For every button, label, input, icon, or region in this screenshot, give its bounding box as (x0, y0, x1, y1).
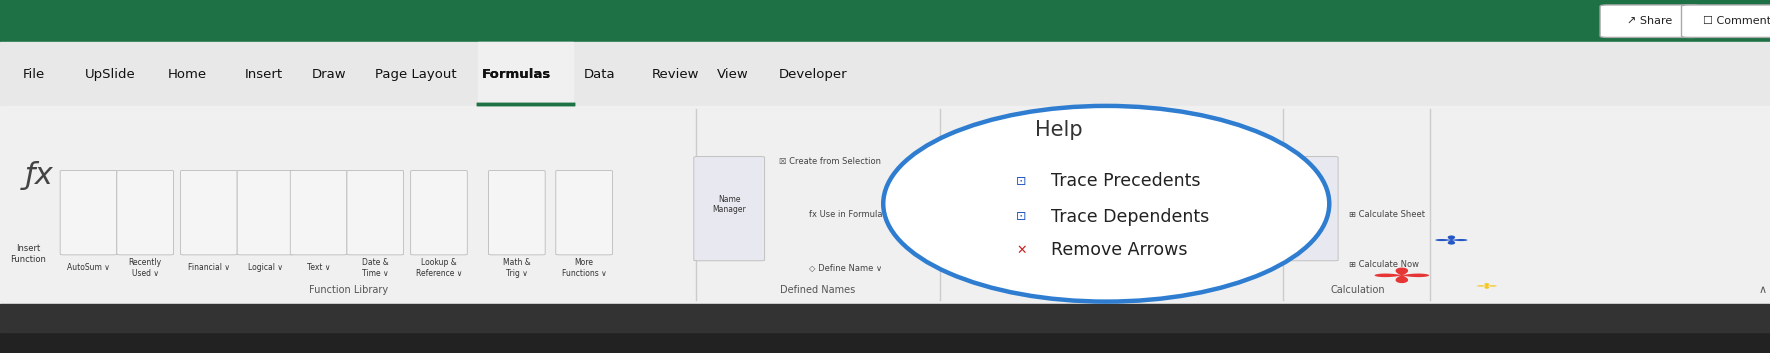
Text: Page Layout: Page Layout (375, 68, 457, 80)
Text: ⊞ Calculate Sheet: ⊞ Calculate Sheet (1349, 210, 1425, 219)
Text: More
Functions ∨: More Functions ∨ (561, 258, 607, 278)
Text: Defined Names: Defined Names (781, 285, 855, 295)
Bar (478, 42, 573, 106)
Bar (0, 0, 1770, 42)
FancyBboxPatch shape (290, 170, 347, 255)
Text: File: File (23, 68, 46, 80)
Text: Evaluate
Formula: Evaluate Formula (947, 140, 982, 159)
Text: ☐ Comments: ☐ Comments (1703, 16, 1770, 26)
Text: Remove Arrows: Remove Arrows (1051, 241, 1188, 259)
Text: Watch
Window: Watch Window (1166, 195, 1198, 214)
Text: Formulas: Formulas (481, 68, 550, 80)
FancyBboxPatch shape (1600, 5, 1699, 37)
Text: –: – (1689, 15, 1696, 28)
Text: Home: Home (168, 68, 207, 80)
Text: View: View (717, 68, 749, 80)
Text: ↗ Share: ↗ Share (1627, 16, 1673, 26)
Text: Review: Review (651, 68, 699, 80)
FancyBboxPatch shape (1682, 5, 1770, 37)
Text: ◇ Define Name ∨: ◇ Define Name ∨ (809, 263, 881, 273)
Text: Date &
Time ∨: Date & Time ∨ (361, 258, 389, 278)
Polygon shape (1476, 283, 1497, 289)
Text: Calculation
Options ∨: Calculation Options ∨ (1281, 205, 1324, 224)
Text: Trace Precedents: Trace Precedents (1051, 172, 1200, 190)
Text: ☒ Create from Selection: ☒ Create from Selection (779, 157, 881, 166)
Text: Help: Help (1035, 120, 1083, 140)
Text: Formulas: Formulas (481, 68, 550, 80)
FancyBboxPatch shape (556, 170, 612, 255)
FancyBboxPatch shape (694, 157, 765, 261)
Text: fx Use in Formula ∨: fx Use in Formula ∨ (809, 210, 890, 219)
Bar (0, 42, 1770, 106)
FancyBboxPatch shape (1147, 157, 1218, 261)
Text: ∧: ∧ (1758, 285, 1766, 295)
FancyBboxPatch shape (347, 170, 404, 255)
Text: Recently
Used ∨: Recently Used ∨ (129, 258, 161, 278)
Text: Trace Dependents: Trace Dependents (1051, 208, 1209, 226)
FancyBboxPatch shape (181, 170, 237, 255)
Text: ⊡: ⊡ (1016, 174, 1027, 187)
Text: ⊞ Calculate Now: ⊞ Calculate Now (1349, 259, 1420, 269)
Text: Insert: Insert (244, 68, 283, 80)
Ellipse shape (883, 106, 1329, 301)
Text: Financial ∨: Financial ∨ (188, 263, 230, 273)
Text: □: □ (1712, 15, 1722, 28)
Polygon shape (1435, 235, 1467, 245)
FancyBboxPatch shape (1267, 157, 1338, 261)
Text: Calculation: Calculation (1331, 285, 1384, 295)
Text: Draw: Draw (312, 68, 347, 80)
Text: Math &
Trig ∨: Math & Trig ∨ (503, 258, 531, 278)
Text: Text ∨: Text ∨ (306, 263, 331, 273)
Text: Developer: Developer (779, 68, 848, 80)
Bar (0, 106, 1770, 304)
Text: Name
Manager: Name Manager (712, 195, 747, 214)
Text: Function Library: Function Library (310, 285, 388, 295)
Text: Show
Formulas: Show Formulas (945, 250, 984, 270)
FancyBboxPatch shape (237, 170, 294, 255)
FancyBboxPatch shape (60, 170, 117, 255)
FancyBboxPatch shape (489, 170, 545, 255)
Text: Lookup &
Reference ∨: Lookup & Reference ∨ (416, 258, 462, 278)
FancyBboxPatch shape (411, 170, 467, 255)
Text: Error
Checking ∨: Error Checking ∨ (940, 195, 989, 214)
Text: Logical ∨: Logical ∨ (248, 263, 283, 273)
Text: Data: Data (584, 68, 616, 80)
Polygon shape (1375, 268, 1428, 283)
Text: AutoSum ∨: AutoSum ∨ (67, 263, 110, 273)
Text: Insert
Function: Insert Function (11, 245, 46, 264)
Text: ƒx: ƒx (25, 161, 53, 190)
Text: ×: × (1736, 15, 1747, 28)
FancyBboxPatch shape (117, 170, 173, 255)
Text: ✕: ✕ (1016, 244, 1027, 257)
Text: ⊡: ⊡ (1016, 210, 1027, 223)
Bar (0, 304, 1770, 332)
Text: UpSlide: UpSlide (85, 68, 136, 80)
